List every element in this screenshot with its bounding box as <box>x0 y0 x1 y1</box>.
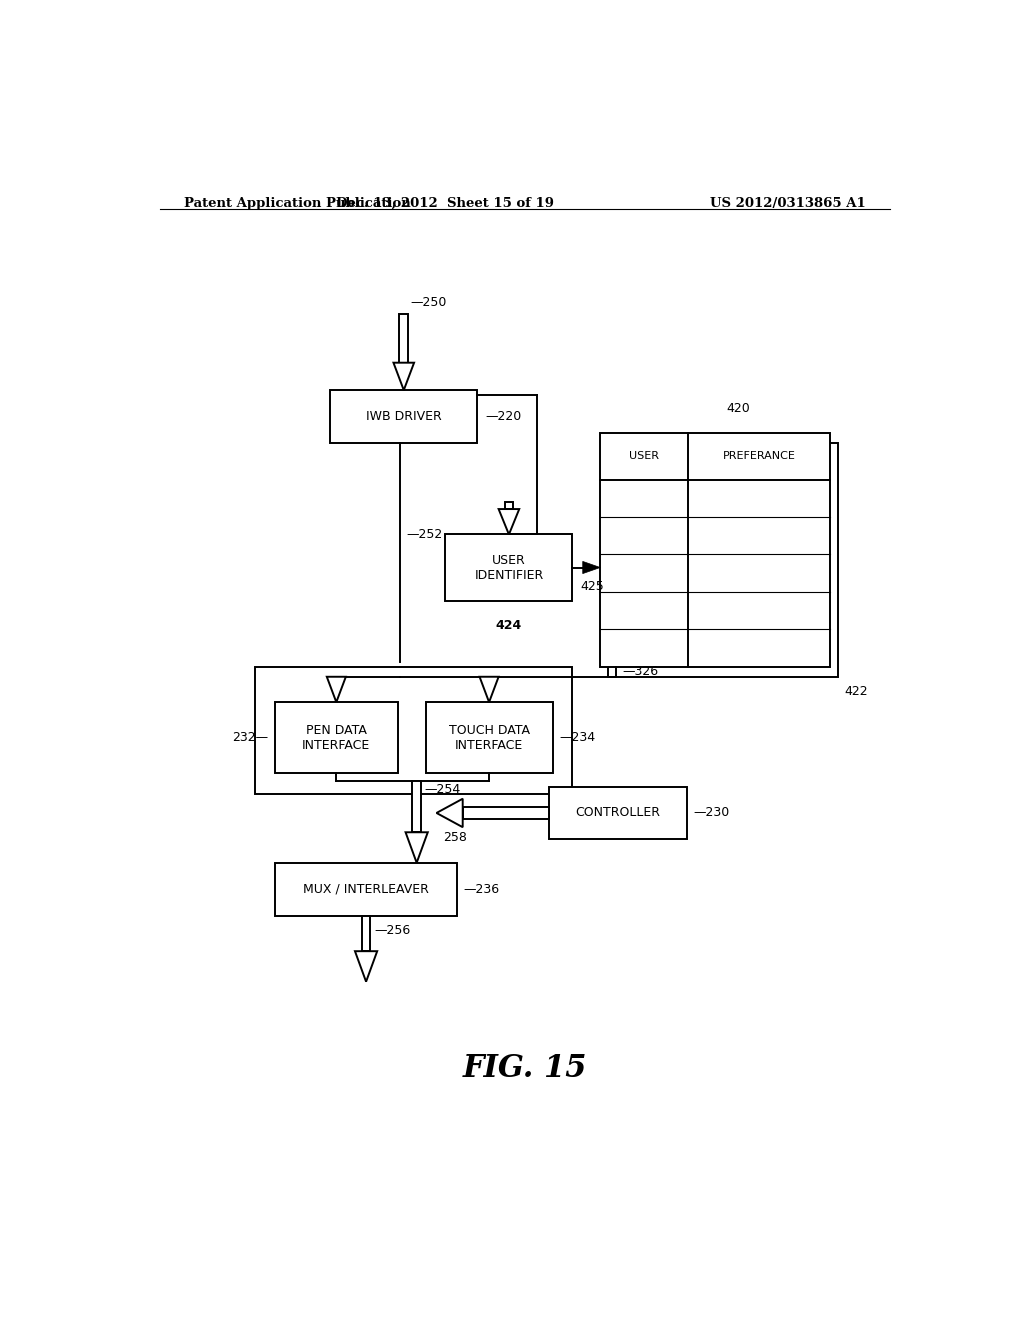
Bar <box>399 314 409 363</box>
Text: —256: —256 <box>374 924 411 937</box>
Text: TOUCH DATA
INTERFACE: TOUCH DATA INTERFACE <box>449 723 529 752</box>
Text: 232—: 232— <box>232 731 268 744</box>
Polygon shape <box>499 510 519 535</box>
Text: IWB DRIVER: IWB DRIVER <box>366 411 441 424</box>
Text: PEN DATA
INTERFACE: PEN DATA INTERFACE <box>302 723 371 752</box>
Text: USER
IDENTIFIER: USER IDENTIFIER <box>474 553 544 582</box>
Text: —326: —326 <box>623 665 658 678</box>
Text: —230: —230 <box>694 807 730 820</box>
Text: 420: 420 <box>726 401 751 414</box>
Bar <box>331 391 477 444</box>
Polygon shape <box>327 677 346 702</box>
Text: 424: 424 <box>496 619 522 632</box>
Polygon shape <box>583 561 600 574</box>
Text: —250: —250 <box>411 296 446 309</box>
Text: 422: 422 <box>845 685 868 698</box>
Text: Dec. 13, 2012  Sheet 15 of 19: Dec. 13, 2012 Sheet 15 of 19 <box>337 197 554 210</box>
Bar <box>549 787 687 840</box>
Text: —252: —252 <box>407 528 442 541</box>
Polygon shape <box>393 363 414 391</box>
Text: —234: —234 <box>559 731 595 744</box>
Bar <box>274 863 458 916</box>
Polygon shape <box>355 952 377 982</box>
Polygon shape <box>436 799 463 828</box>
Text: CONTROLLER: CONTROLLER <box>575 807 660 820</box>
Text: 258: 258 <box>442 832 467 845</box>
Bar <box>463 808 549 818</box>
Bar <box>608 444 839 677</box>
Bar <box>445 535 572 601</box>
Text: —220: —220 <box>485 411 521 424</box>
Text: FIG. 15: FIG. 15 <box>463 1052 587 1084</box>
Text: —236: —236 <box>464 883 500 896</box>
Text: US 2012/0313865 A1: US 2012/0313865 A1 <box>711 197 866 210</box>
Text: MUX / INTERLEAVER: MUX / INTERLEAVER <box>303 883 429 896</box>
Text: PREFERANCE: PREFERANCE <box>723 451 796 461</box>
Bar <box>426 702 553 774</box>
Bar <box>600 433 830 667</box>
Text: 425: 425 <box>581 579 604 593</box>
Polygon shape <box>479 677 499 702</box>
Bar <box>361 916 371 952</box>
Bar <box>274 702 397 774</box>
Text: Patent Application Publication: Patent Application Publication <box>183 197 411 210</box>
Text: USER: USER <box>629 451 658 461</box>
Bar <box>505 502 513 510</box>
Text: —254: —254 <box>425 784 461 796</box>
Bar <box>413 781 421 833</box>
Bar <box>255 667 572 793</box>
Polygon shape <box>406 833 428 863</box>
